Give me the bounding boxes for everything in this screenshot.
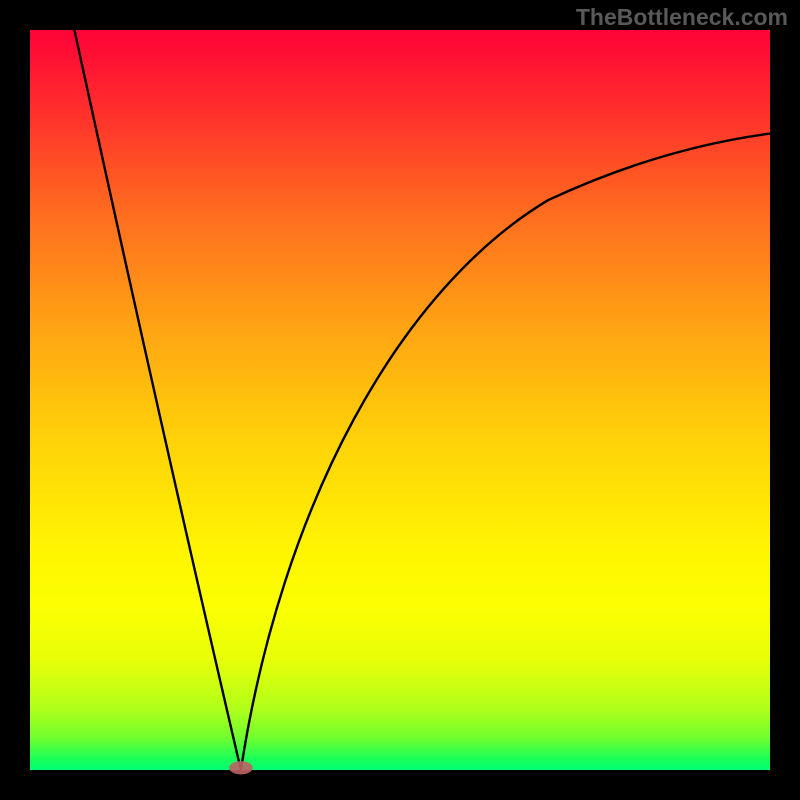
plot-area [30, 30, 770, 770]
minimum-marker [229, 761, 253, 774]
bottleneck-chart [0, 0, 800, 800]
watermark-text: TheBottleneck.com [576, 4, 788, 31]
chart-container: TheBottleneck.com [0, 0, 800, 800]
